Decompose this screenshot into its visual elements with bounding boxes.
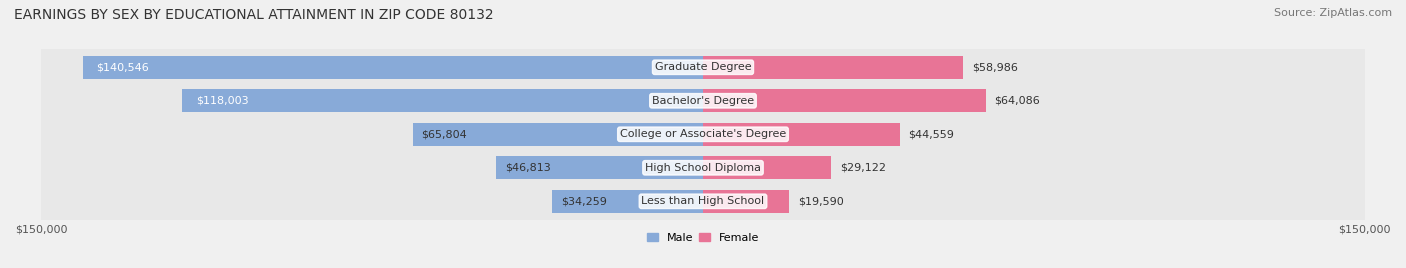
Text: $58,986: $58,986	[972, 62, 1018, 72]
Text: $46,813: $46,813	[505, 163, 551, 173]
Bar	[553, 190, 703, 213]
Bar	[496, 157, 703, 179]
Bar	[41, 49, 1365, 85]
Legend: Male, Female: Male, Female	[643, 228, 763, 247]
Bar	[41, 116, 1365, 152]
Text: EARNINGS BY SEX BY EDUCATIONAL ATTAINMENT IN ZIP CODE 80132: EARNINGS BY SEX BY EDUCATIONAL ATTAINMEN…	[14, 8, 494, 22]
Text: Graduate Degree: Graduate Degree	[655, 62, 751, 72]
Text: High School Diploma: High School Diploma	[645, 163, 761, 173]
Bar	[703, 157, 831, 179]
Text: $140,546: $140,546	[96, 62, 149, 72]
Bar	[41, 183, 1365, 219]
Text: College or Associate's Degree: College or Associate's Degree	[620, 129, 786, 139]
Bar	[703, 56, 963, 79]
Bar	[83, 56, 703, 79]
Text: Source: ZipAtlas.com: Source: ZipAtlas.com	[1274, 8, 1392, 18]
Text: $65,804: $65,804	[422, 129, 467, 139]
Bar	[41, 83, 1365, 119]
Text: Less than High School: Less than High School	[641, 196, 765, 206]
Text: $19,590: $19,590	[799, 196, 844, 206]
Text: $34,259: $34,259	[561, 196, 606, 206]
Bar	[413, 123, 703, 146]
Bar	[183, 90, 703, 112]
Bar	[703, 123, 900, 146]
Text: $44,559: $44,559	[908, 129, 955, 139]
Bar	[703, 90, 986, 112]
Text: Bachelor's Degree: Bachelor's Degree	[652, 96, 754, 106]
Text: $118,003: $118,003	[195, 96, 249, 106]
Text: $29,122: $29,122	[841, 163, 886, 173]
Bar	[703, 190, 789, 213]
Text: $64,086: $64,086	[994, 96, 1040, 106]
Bar	[41, 150, 1365, 186]
